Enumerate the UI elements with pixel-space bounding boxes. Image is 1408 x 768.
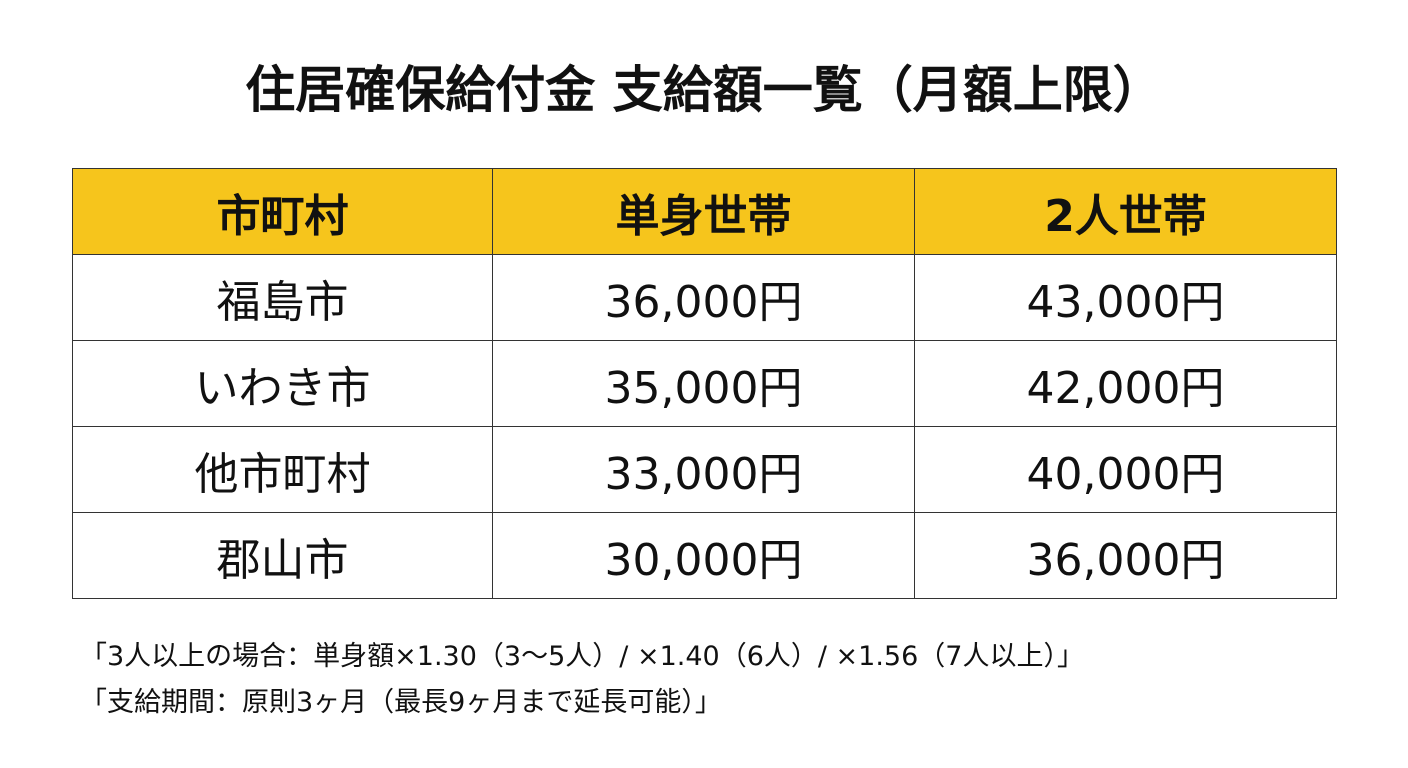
table-cell: 35,000円 [492,340,915,427]
note: 「支給期間：原則3ヶ月（最長9ヶ月まで延長可能）」 [80,687,722,718]
table-row: 郡山市 30,000円 36,000円 [72,512,1337,599]
table-cell: 33,000円 [492,426,915,513]
table-cell: 42,000円 [914,340,1337,427]
table-cell: 郡山市 [72,512,493,599]
header-cell: 単身世帯 [492,168,915,255]
table-cell: 30,000円 [492,512,915,599]
table-cell: 福島市 [72,254,493,341]
table-cell: 36,000円 [914,512,1337,599]
amount-table: 市町村 単身世帯 2人世帯 福島市 36,000円 43,000円 いわき市 35,000円… [72,168,1337,599]
note: 「3人以上の場合：単身額×1.30（3〜5人）/ ×1.40（6人）/ ×1.5… [80,641,1084,672]
table-cell: 40,000円 [914,426,1337,513]
title: 住居確保給付金 支給額一覧（月額上限） [245,61,1163,119]
header-cell: 2人世帯 [914,168,1337,255]
table-body: 福島市 36,000円 43,000円 いわき市 35,000円 42,000円 他市町村 3… [72,254,1337,599]
header-row: 市町村 単身世帯 2人世帯 [72,168,1337,255]
header-cell: 市町村 [72,168,493,255]
notes: 「3人以上の場合：単身額×1.30（3〜5人）/ ×1.40（6人）/ ×1.5… [80,634,1084,726]
table-row: いわき市 35,000円 42,000円 [72,340,1337,427]
table-row: 他市町村 33,000円 40,000円 [72,426,1337,513]
table-cell: 36,000円 [492,254,915,341]
table-cell: 他市町村 [72,426,493,513]
table-cell: 43,000円 [914,254,1337,341]
table-cell: いわき市 [72,340,493,427]
table-row: 福島市 36,000円 43,000円 [72,254,1337,341]
